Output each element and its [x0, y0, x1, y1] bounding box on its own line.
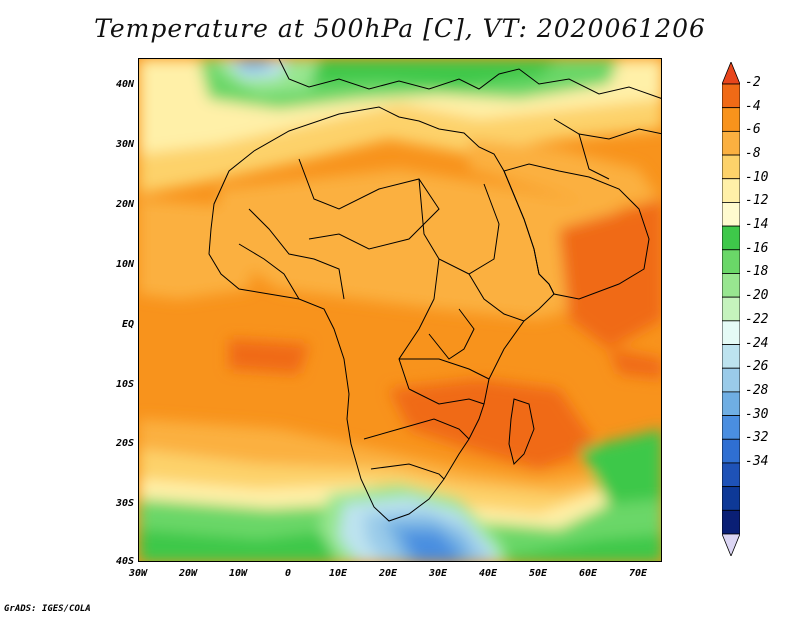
colorbar-label: -16 — [745, 240, 769, 256]
colorbar-cell — [722, 438, 740, 464]
lat-label-20s: 20S — [115, 438, 134, 449]
colorbar-label: -4 — [745, 98, 761, 114]
colorbar-label: -28 — [745, 382, 769, 398]
colorbar-cell — [722, 225, 740, 251]
coastlines — [208, 59, 661, 522]
colorbar-label: -6 — [745, 122, 761, 138]
lon-label-10w: 10W — [228, 568, 248, 579]
lon-label-20w: 20W — [178, 568, 198, 579]
lon-label-40e: 40E — [478, 568, 498, 579]
colorbar-cell — [722, 154, 740, 180]
colorbar-label: -24 — [745, 335, 769, 351]
colorbar-cell — [722, 320, 740, 345]
colorbar-cell — [722, 344, 740, 369]
lon-label-10e: 10E — [328, 568, 348, 579]
colorbar-label: -10 — [745, 169, 769, 185]
colorbar-cell — [722, 178, 740, 203]
colorbar-label: -18 — [745, 264, 769, 280]
lat-label-40s: 40S — [115, 556, 134, 567]
lat-label-20n: 20N — [115, 199, 134, 210]
colorbar-label: -20 — [745, 288, 769, 304]
colorbar-cell — [722, 462, 740, 488]
colorbar-label: -34 — [745, 453, 769, 469]
footer-credit: GrADS: IGES/COLA — [4, 604, 91, 614]
colorbar-bottom-triangle — [722, 533, 740, 556]
lon-label-0: 0 — [284, 568, 292, 579]
colorbar-label: -14 — [745, 217, 769, 233]
lat-label-10s: 10S — [115, 379, 134, 390]
colorbar-cell — [722, 367, 740, 393]
colorbar-label: -8 — [745, 146, 761, 162]
colorbar-cell — [722, 107, 740, 132]
lat-label-30n: 30N — [115, 139, 134, 150]
colorbar-cell — [722, 273, 740, 298]
colorbar-cells — [722, 62, 740, 556]
colorbar-cell — [722, 296, 740, 322]
lon-label-20e: 20E — [378, 568, 398, 579]
lon-label-70e: 70E — [628, 568, 648, 579]
lat-label-10n: 10N — [115, 259, 134, 270]
temperature-field — [139, 59, 661, 561]
map-canvas — [139, 59, 661, 561]
colorbar-label: -22 — [745, 311, 769, 327]
colorbar — [722, 62, 740, 556]
colorbar-label: -32 — [745, 430, 769, 446]
lon-label-50e: 50E — [528, 568, 548, 579]
lon-label-60e: 60E — [578, 568, 598, 579]
colorbar-label: -26 — [745, 359, 769, 375]
colorbar-cell — [722, 486, 740, 511]
lat-label-eq: EQ — [121, 319, 134, 330]
colorbar-cell — [722, 415, 740, 440]
chart-title: Temperature at 500hPa [C], VT: 202006120… — [94, 14, 706, 43]
colorbar-cell — [722, 249, 740, 274]
colorbar-label: -12 — [745, 193, 769, 209]
lon-label-30w: 30W — [128, 568, 148, 579]
colorbar-cell — [722, 83, 740, 109]
colorbar-cell — [722, 391, 740, 416]
lat-label-40n: 40N — [115, 79, 134, 90]
colorbar-cell — [722, 130, 740, 156]
colorbar-cell — [722, 202, 740, 227]
colorbar-top-triangle — [722, 62, 740, 85]
temperature-map — [138, 58, 662, 562]
colorbar-label: -2 — [745, 75, 761, 90]
lat-label-30s: 30S — [115, 498, 134, 509]
colorbar-label: -30 — [745, 406, 769, 422]
colorbar-cell — [722, 509, 740, 535]
lon-label-30e: 30E — [428, 568, 448, 579]
